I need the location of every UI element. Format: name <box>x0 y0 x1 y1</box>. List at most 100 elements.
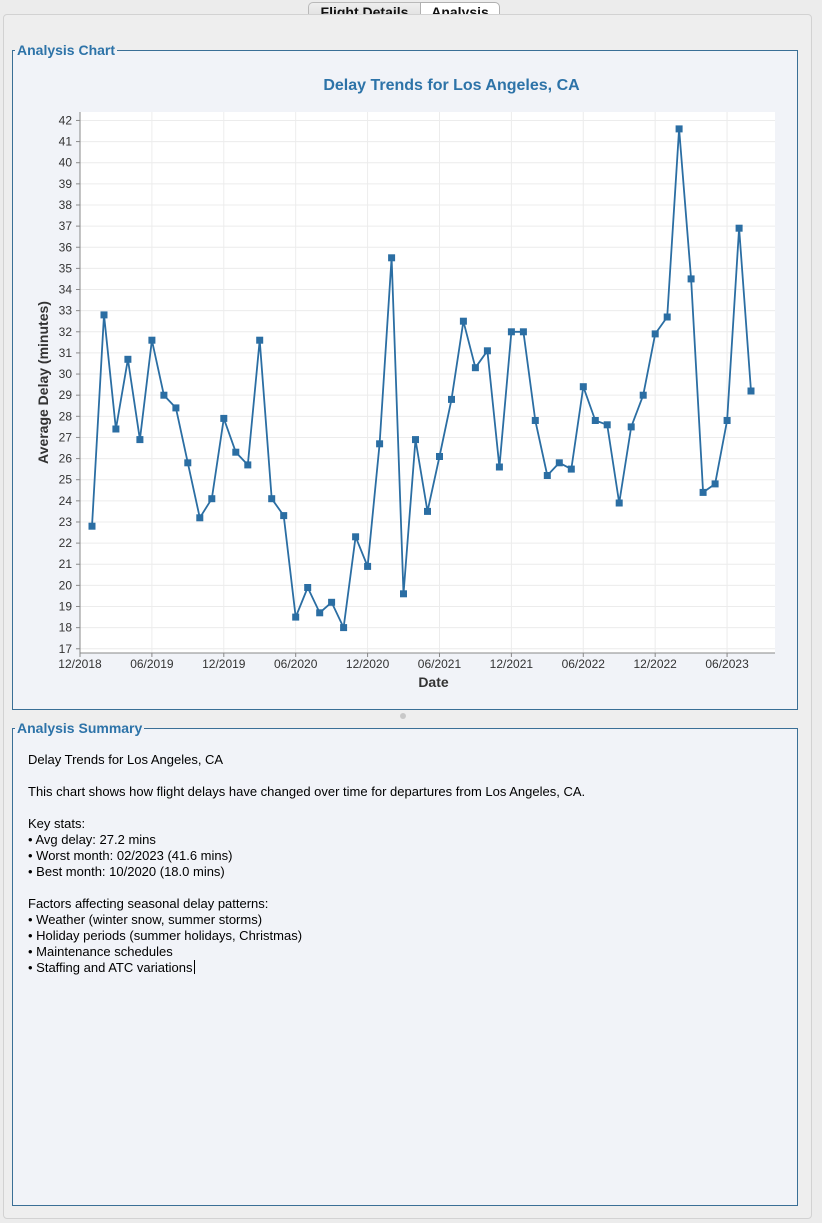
analysis-summary-panel: Analysis Summary <box>12 720 798 1206</box>
y-tick-label: 17 <box>59 642 73 656</box>
summary-line: • Worst month: 02/2023 (41.6 mins) <box>28 848 233 863</box>
y-axis-label: Average Delay (minutes) <box>35 301 51 464</box>
data-point <box>400 590 407 598</box>
x-tick-label: 06/2021 <box>418 657 462 671</box>
data-point <box>328 598 336 606</box>
data-point <box>136 436 144 444</box>
data-point <box>603 421 611 429</box>
data-point <box>651 330 659 338</box>
y-tick-label: 27 <box>59 430 73 444</box>
summary-line: This chart shows how flight delays have … <box>28 784 586 799</box>
y-tick-label: 35 <box>59 261 73 275</box>
y-tick-label: 40 <box>59 156 73 170</box>
data-point <box>519 328 527 336</box>
y-tick-label: 37 <box>59 219 73 233</box>
data-point <box>543 472 551 479</box>
data-point <box>436 453 443 460</box>
summary-line: • Best month: 10/2020 (18.0 mins) <box>28 864 225 879</box>
summary-line: • Weather (winter snow, summer storms) <box>28 912 263 927</box>
y-tick-label: 18 <box>59 621 73 635</box>
analysis-summary-panel-title: Analysis Summary <box>17 720 143 736</box>
data-point <box>531 417 539 424</box>
data-point <box>220 414 228 422</box>
data-point <box>208 495 216 503</box>
data-point <box>292 613 300 621</box>
y-tick-label: 34 <box>59 283 73 297</box>
y-tick-label: 24 <box>59 494 73 508</box>
x-tick-label: 06/2022 <box>562 657 606 671</box>
data-point <box>747 387 755 395</box>
data-point <box>88 522 96 530</box>
data-point <box>112 425 120 433</box>
y-tick-label: 38 <box>59 198 73 212</box>
data-point <box>663 313 671 321</box>
data-point <box>483 347 491 355</box>
analysis-summary-text[interactable]: Delay Trends for Los Angeles, CA This cha… <box>28 752 788 976</box>
x-tick-label: 12/2019 <box>202 657 246 671</box>
data-point <box>591 417 599 424</box>
y-tick-label: 30 <box>59 367 73 381</box>
summary-blank-line <box>28 800 788 816</box>
y-tick-label: 33 <box>59 304 73 318</box>
y-tick-label: 19 <box>59 600 73 614</box>
data-point <box>615 499 623 507</box>
summary-line: Factors affecting seasonal delay pattern… <box>28 896 269 911</box>
summary-line: • Maintenance schedules <box>28 944 173 959</box>
x-tick-label: 06/2019 <box>130 657 174 671</box>
data-point <box>699 488 707 496</box>
data-point <box>340 624 348 632</box>
y-tick-label: 23 <box>59 515 73 529</box>
chart-title: Delay Trends for Los Angeles, CA <box>323 77 580 94</box>
data-point <box>459 317 467 325</box>
analysis-chart-panel-title: Analysis Chart <box>17 42 116 58</box>
x-axis-label: Date <box>418 674 449 690</box>
y-tick-label: 28 <box>59 409 73 423</box>
data-point <box>723 417 731 424</box>
summary-blank-line <box>28 880 788 896</box>
data-point <box>148 336 156 344</box>
data-point <box>232 448 240 456</box>
y-tick-label: 32 <box>59 325 73 339</box>
data-point <box>495 463 503 471</box>
data-point <box>160 391 168 399</box>
data-point <box>268 495 276 503</box>
x-tick-label: 12/2022 <box>633 657 677 671</box>
data-point <box>100 311 108 319</box>
data-point <box>579 383 587 391</box>
summary-blank-line <box>28 768 788 784</box>
data-point <box>735 224 743 232</box>
data-point <box>124 355 132 363</box>
y-tick-label: 21 <box>59 557 73 571</box>
y-tick-label: 31 <box>59 346 73 360</box>
plot-area <box>80 112 775 653</box>
data-point <box>244 461 252 469</box>
data-point <box>412 436 419 444</box>
data-point <box>376 440 384 448</box>
data-point <box>711 480 719 488</box>
delay-trend-chart: 17 18 19 20 21 22 23 24 25 26 27 28 29 30 31 32 33 34 35 36… <box>35 77 775 690</box>
data-point <box>471 364 479 372</box>
y-tick-label: 20 <box>59 578 73 592</box>
data-point <box>424 507 431 515</box>
split-pane-divider-handle[interactable] <box>400 713 406 719</box>
data-point <box>675 125 683 133</box>
data-point <box>256 336 264 344</box>
y-tick-label: 41 <box>59 135 73 149</box>
data-point <box>196 514 204 522</box>
x-tick-label: 06/2023 <box>705 657 749 671</box>
summary-line: • Avg delay: 27.2 mins <box>28 832 156 847</box>
data-point <box>639 391 647 399</box>
data-point <box>555 459 563 467</box>
y-tick-label: 22 <box>59 536 73 550</box>
data-point <box>687 275 695 283</box>
data-point <box>280 512 288 520</box>
data-point <box>184 459 192 467</box>
x-tick-label: 12/2018 <box>58 657 102 671</box>
summary-line: • Staffing and ATC variations <box>28 960 195 975</box>
data-point <box>316 609 324 617</box>
data-point <box>507 328 515 336</box>
text-caret <box>193 960 195 974</box>
y-tick-label: 26 <box>59 452 73 466</box>
data-point <box>627 423 635 431</box>
y-tick-label: 25 <box>59 473 73 487</box>
